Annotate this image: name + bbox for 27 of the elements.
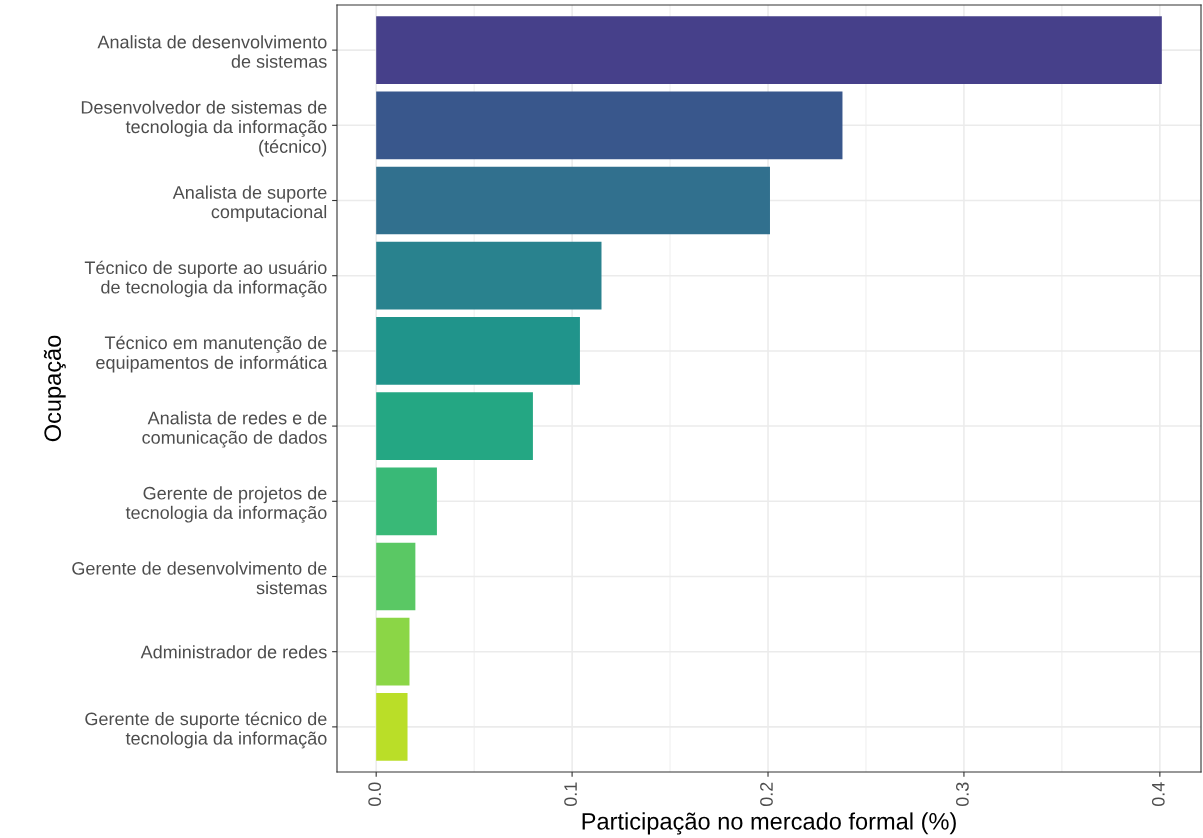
y-tick-label: Analista de redes e de comunicação de dados xyxy=(142,411,327,448)
x-tick-label: 0.4 xyxy=(1151,782,1165,807)
y-tick-label: Técnico de suporte ao usuário de tecnologia da informação xyxy=(84,260,327,298)
bar xyxy=(376,166,770,235)
bar xyxy=(376,392,533,460)
y-tick-label: Analista de desenvolvimento de sistemas xyxy=(97,35,327,68)
y-tick-label: Administrador de redes xyxy=(140,645,327,659)
bar xyxy=(376,317,580,385)
y-tick-label: Gerente de projetos de tecnologia da informação xyxy=(125,486,327,523)
y-tick-label: Analista de suporte computacional xyxy=(172,185,327,222)
x-tick-label: 0.1 xyxy=(564,782,577,807)
x-tick-label: 0.2 xyxy=(760,782,773,807)
bar xyxy=(376,16,1162,84)
bar xyxy=(376,241,602,310)
bar xyxy=(376,91,843,160)
y-tick-label: Gerente de suporte técnico de tecnologia da informação xyxy=(85,711,327,749)
x-tick-label: 0.0 xyxy=(368,782,382,807)
x-axis-title: Participação no mercado formal (%) xyxy=(582,812,956,835)
y-tick-label: Gerente de desenvolvimento de sistemas xyxy=(72,561,327,595)
bar xyxy=(376,617,410,686)
y-tick-label: Desenvolvedor de sistemas de tecnologia da informação (técnico) xyxy=(81,100,327,157)
bar xyxy=(376,693,408,761)
y-tick-label: Técnico em manutenção de equipamentos de informática xyxy=(96,335,328,373)
y-axis-title: Ocupação xyxy=(43,335,66,442)
bar xyxy=(376,542,416,611)
bar xyxy=(376,467,437,536)
x-tick-label: 0.3 xyxy=(956,782,969,807)
